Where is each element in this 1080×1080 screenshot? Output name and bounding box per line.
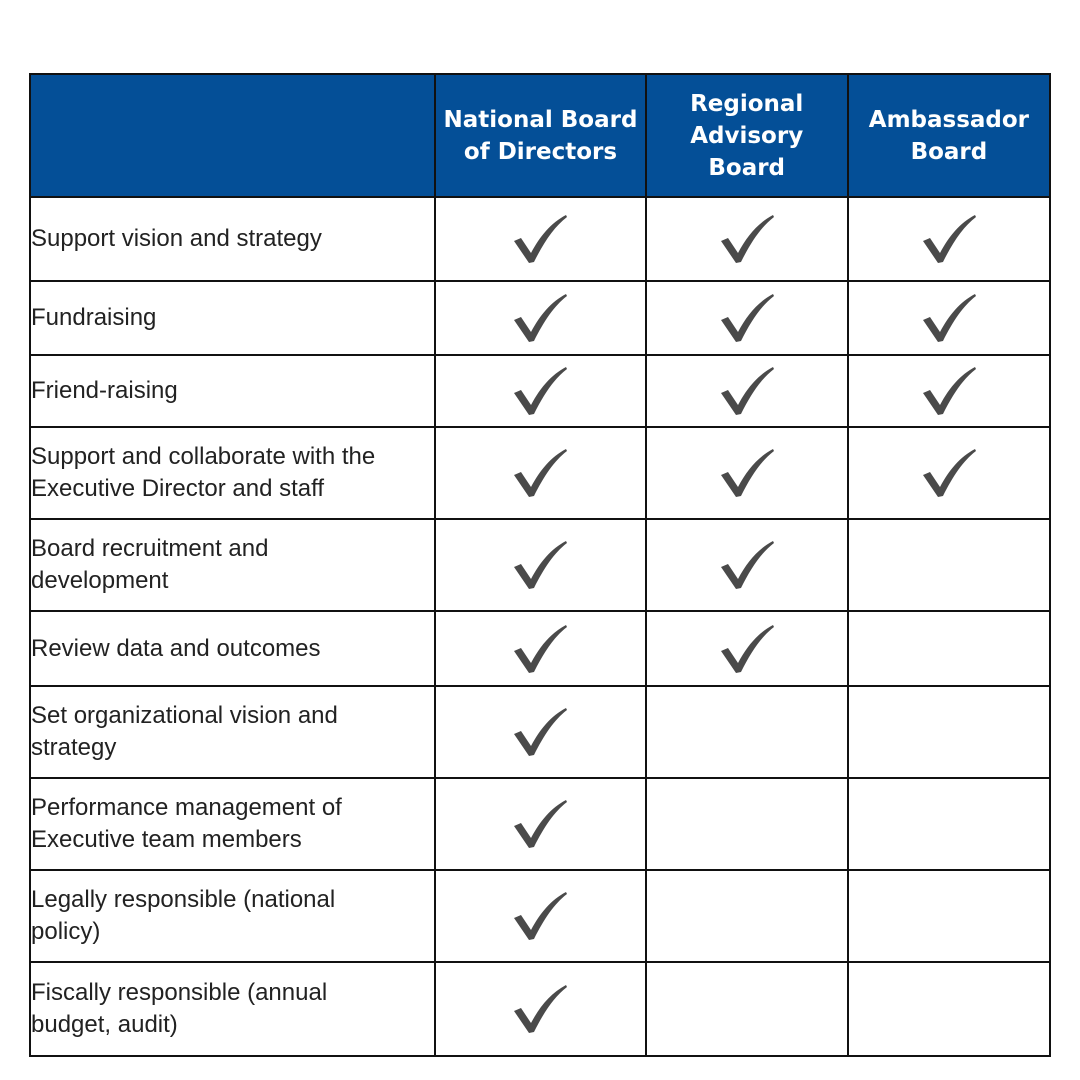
header-label: Ambassador Board (868, 106, 1030, 165)
check-cell (434, 426, 647, 520)
checkmark-icon (922, 215, 976, 263)
checkmark-icon (514, 708, 568, 756)
row-label: Support vision and strategy (28, 196, 437, 282)
row-label: Review data and outcomes (28, 610, 437, 687)
table-row: Support and collaborate with the Executi… (28, 426, 1052, 520)
check-cell (846, 961, 1052, 1057)
checkmark-icon (720, 367, 774, 415)
check-cell (434, 354, 647, 428)
check-cell (434, 685, 647, 779)
check-cell (644, 685, 849, 779)
check-cell (434, 869, 647, 963)
checkmark-icon (922, 367, 976, 415)
checkmark-icon (514, 892, 568, 940)
row-label: Board recruitment and development (28, 518, 437, 612)
header-national-board: National Board of Directors (434, 73, 647, 198)
responsibility-matrix: National Board of Directors Regional Adv… (28, 73, 1052, 1057)
row-label: Friend-raising (28, 354, 437, 428)
table-row: Performance management of Executive team… (28, 777, 1052, 871)
checkmark-icon (720, 294, 774, 342)
check-cell (644, 426, 849, 520)
check-cell (644, 777, 849, 871)
check-cell (644, 610, 849, 687)
header-row: National Board of Directors Regional Adv… (28, 73, 1052, 198)
checkmark-icon (514, 449, 568, 497)
table-row: Fiscally responsible (annual budget, aud… (28, 961, 1052, 1057)
table-row: Support vision and strategy (28, 196, 1052, 282)
checkmark-icon (514, 367, 568, 415)
table-row: Legally responsible (national policy) (28, 869, 1052, 963)
table-row: Review data and outcomes (28, 610, 1052, 687)
check-cell (434, 777, 647, 871)
table-row: Friend-raising (28, 354, 1052, 428)
table-row: Fundraising (28, 280, 1052, 356)
row-label: Set organizational vision and strategy (28, 685, 437, 779)
check-cell (434, 961, 647, 1057)
check-cell (846, 777, 1052, 871)
checkmark-icon (514, 624, 568, 673)
checkmark-icon (720, 624, 774, 673)
checkmark-icon (720, 541, 774, 589)
checkmark-icon (514, 294, 568, 342)
table-row: Board recruitment and development (28, 518, 1052, 612)
checkmark-icon (514, 215, 568, 263)
checkmark-icon (922, 294, 976, 342)
header-regional-advisory-board: Regional Advisory Board (644, 73, 849, 198)
header-label: Regional Advisory Board (690, 90, 804, 181)
row-label: Support and collaborate with the Executi… (28, 426, 437, 520)
check-cell (846, 196, 1052, 282)
header-label: National Board of Directors (443, 106, 638, 165)
table-row: Set organizational vision and strategy (28, 685, 1052, 779)
check-cell (846, 426, 1052, 520)
checkmark-icon (514, 985, 568, 1033)
row-label: Performance management of Executive team… (28, 777, 437, 871)
matrix-body: Support vision and strategy Fundraising Fr… (28, 196, 1052, 1057)
row-label: Legally responsible (national policy) (28, 869, 437, 963)
check-cell (644, 518, 849, 612)
checkmark-icon (922, 449, 976, 497)
check-cell (434, 518, 647, 612)
check-cell (846, 869, 1052, 963)
checkmark-icon (720, 215, 774, 263)
checkmark-icon (514, 541, 568, 589)
check-cell (644, 354, 849, 428)
check-cell (644, 280, 849, 356)
check-cell (644, 869, 849, 963)
check-cell (434, 196, 647, 282)
check-cell (434, 280, 647, 356)
check-cell (846, 518, 1052, 612)
check-cell (644, 961, 849, 1057)
check-cell (846, 280, 1052, 356)
checkmark-icon (514, 800, 568, 848)
check-cell (434, 610, 647, 687)
row-label: Fiscally responsible (annual budget, aud… (28, 961, 437, 1057)
row-label: Fundraising (28, 280, 437, 356)
check-cell (644, 196, 849, 282)
check-cell (846, 685, 1052, 779)
header-ambassador-board: Ambassador Board (846, 73, 1052, 198)
checkmark-icon (720, 449, 774, 497)
header-corner-cell (28, 73, 437, 198)
check-cell (846, 610, 1052, 687)
check-cell (846, 354, 1052, 428)
